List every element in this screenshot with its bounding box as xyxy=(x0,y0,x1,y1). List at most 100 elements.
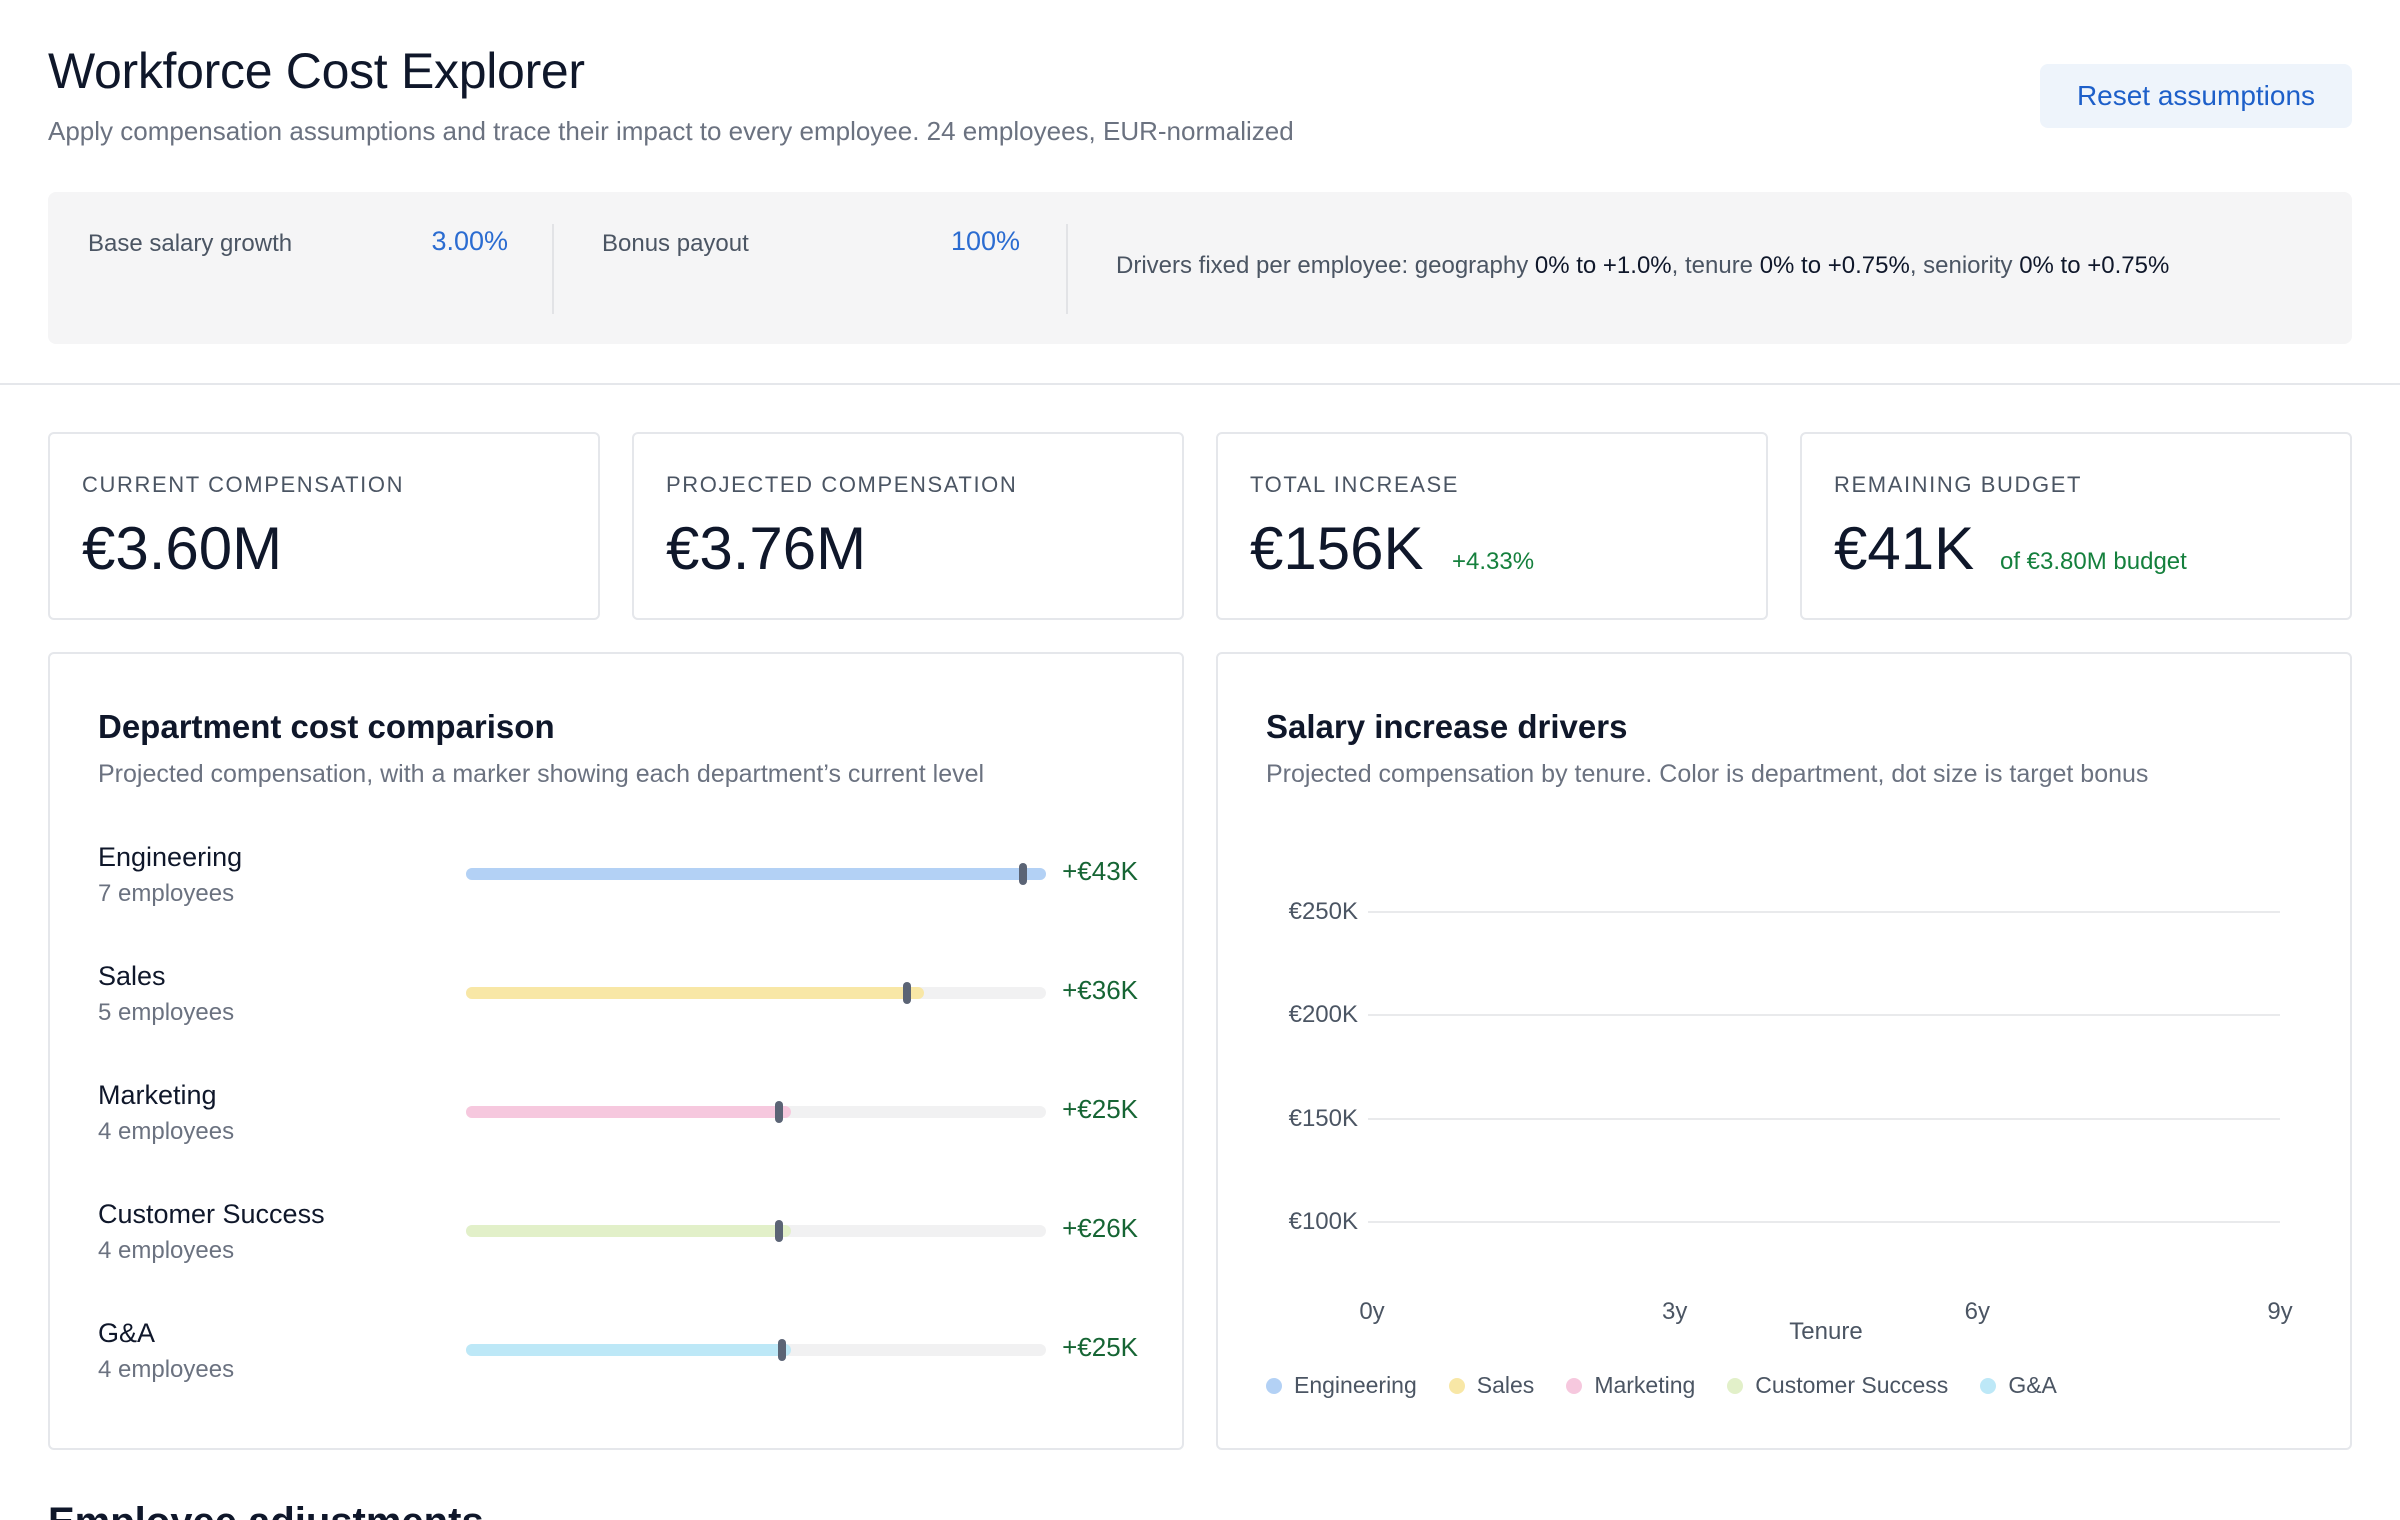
department-increase: +€25K xyxy=(1062,1094,1138,1124)
projected-compensation-bar xyxy=(466,868,1046,880)
department-row[interactable]: Marketing 4 employees +€25K xyxy=(98,1080,1138,1160)
legend-label: Sales xyxy=(1476,1372,1535,1398)
drivers-note: Drivers fixed per employee: geography 0%… xyxy=(1116,252,2169,280)
gridline xyxy=(1368,1014,2280,1017)
tenure-label: , tenure xyxy=(1671,252,1760,279)
department-cost-card: Department cost comparison Projected com… xyxy=(48,652,1184,1450)
x-tick-label: 9y xyxy=(2267,1298,2293,1325)
section-title-employee-adjustments: Employee adjustments xyxy=(48,1500,484,1520)
department-employee-count: 7 employees xyxy=(98,880,235,907)
page-header: Workforce Cost Explorer Apply compensati… xyxy=(0,0,2400,385)
current-level-marker xyxy=(775,1101,784,1123)
drivers-prefix: Drivers fixed per employee: geography xyxy=(1116,252,1535,279)
department-bar-track xyxy=(466,982,1046,1004)
kpi-current-compensation: CURRENT COMPENSATION €3.60M xyxy=(48,432,600,620)
department-name: Customer Success xyxy=(98,1199,325,1229)
department-name: Engineering xyxy=(98,842,243,872)
legend-dot-icon xyxy=(1448,1377,1465,1394)
department-bar-track xyxy=(466,1339,1046,1361)
legend-item[interactable]: G&A xyxy=(1980,1372,2057,1399)
legend-dot-icon xyxy=(1266,1377,1282,1394)
department-employee-count: 4 employees xyxy=(98,1237,235,1264)
department-employee-count: 5 employees xyxy=(98,999,235,1026)
kpi-value: €3.76M xyxy=(666,515,867,582)
legend-dot-icon xyxy=(1566,1377,1583,1394)
chart-legend: Engineering Sales Marketing Customer Succes… xyxy=(1266,1372,2089,1399)
x-axis-label: Tenure xyxy=(1789,1318,1863,1345)
gridline xyxy=(1368,1221,2280,1223)
assumptions-panel: Base salary growth 3.00% Bonus payout 10… xyxy=(48,192,2352,344)
legend-item[interactable]: Engineering xyxy=(1266,1372,1417,1399)
legend-item[interactable]: Customer Success xyxy=(1727,1372,1948,1399)
department-increase: +€26K xyxy=(1062,1213,1138,1243)
x-tick-label: 6y xyxy=(1964,1298,1990,1325)
kpi-value: €3.60M xyxy=(82,515,283,582)
kpi-delta: +4.33% xyxy=(1452,548,1535,575)
department-name: Marketing xyxy=(98,1080,217,1110)
y-tick-label: €100K xyxy=(1288,1208,1358,1235)
kpi-remaining-budget: REMAINING BUDGET €41K of €3.80M budget xyxy=(1800,432,2352,620)
legend-item[interactable]: Marketing xyxy=(1566,1372,1695,1399)
projected-compensation-bar xyxy=(466,1106,791,1118)
department-name: G&A xyxy=(98,1318,156,1348)
legend-label: G&A xyxy=(2008,1372,2057,1398)
department-employee-count: 4 employees xyxy=(98,1118,235,1145)
card-subtitle: Projected compensation, with a marker sh… xyxy=(98,760,985,788)
department-increase: +€43K xyxy=(1062,856,1138,886)
department-name: Sales xyxy=(98,961,166,991)
legend-label: Customer Success xyxy=(1755,1372,1949,1398)
kpi-label: REMAINING BUDGET xyxy=(1834,472,2083,497)
department-row[interactable]: Engineering 7 employees +€43K xyxy=(98,842,1138,922)
projected-compensation-bar xyxy=(466,1225,791,1237)
department-bar-track xyxy=(466,1101,1046,1123)
card-title: Salary increase drivers xyxy=(1266,708,1628,745)
x-tick-label: 0y xyxy=(1359,1298,1385,1325)
department-row[interactable]: Customer Success 4 employees +€26K xyxy=(98,1199,1138,1279)
kpi-value: €41K xyxy=(1834,515,1975,582)
current-level-marker xyxy=(902,982,911,1004)
bonus-payout-label: Bonus payout xyxy=(602,230,749,257)
kpi-label: CURRENT COMPENSATION xyxy=(82,472,405,497)
current-level-marker xyxy=(775,1220,784,1242)
current-level-marker xyxy=(1018,863,1027,885)
department-row[interactable]: G&A 4 employees +€25K xyxy=(98,1318,1138,1398)
gridline xyxy=(1368,1117,2280,1120)
projected-compensation-bar xyxy=(466,987,925,999)
geography-range: 0% to +1.0% xyxy=(1534,252,1672,279)
current-level-marker xyxy=(778,1339,787,1361)
seniority-label: , seniority xyxy=(1909,252,2020,279)
legend-label: Marketing xyxy=(1594,1372,1696,1398)
department-row[interactable]: Sales 5 employees +€36K xyxy=(98,961,1138,1041)
salary-growth-value[interactable]: 3.00% xyxy=(431,226,508,256)
x-tick-label: 3y xyxy=(1661,1298,1688,1325)
legend-label: Engineering xyxy=(1294,1372,1417,1398)
legend-item[interactable]: Sales xyxy=(1448,1372,1535,1399)
salary-growth-label: Base salary growth xyxy=(88,230,293,257)
bonus-payout-value[interactable]: 100% xyxy=(950,226,1020,256)
kpi-budget-note: of €3.80M budget xyxy=(2000,548,2187,575)
department-increase: +€25K xyxy=(1062,1332,1138,1362)
kpi-total-increase: TOTAL INCREASE €156K +4.33% xyxy=(1216,432,1768,620)
legend-dot-icon xyxy=(1980,1377,1997,1394)
y-tick-label: €250K xyxy=(1288,898,1358,925)
kpi-projected-compensation: PROJECTED COMPENSATION €3.76M xyxy=(632,432,1184,620)
card-subtitle: Projected compensation by tenure. Color … xyxy=(1266,760,2149,788)
y-tick-label: €200K xyxy=(1288,1001,1358,1029)
divider xyxy=(552,224,554,314)
projected-compensation-bar xyxy=(466,1344,791,1356)
department-increase: +€36K xyxy=(1062,975,1138,1005)
page-subtitle: Apply compensation assumptions and trace… xyxy=(48,116,1294,146)
y-tick-label: €150K xyxy=(1288,1104,1358,1132)
department-bar-track xyxy=(466,1220,1046,1242)
reset-assumptions-button[interactable]: Reset assumptions xyxy=(2040,64,2352,128)
kpi-label: PROJECTED COMPENSATION xyxy=(666,472,1018,497)
card-title: Department cost comparison xyxy=(98,708,555,745)
salary-drivers-card: Salary increase drivers Projected compen… xyxy=(1216,652,2352,1450)
kpi-value: €156K xyxy=(1250,515,1424,582)
tenure-range: 0% to +0.75% xyxy=(1759,252,1910,279)
gridline xyxy=(1368,911,2280,913)
page-title: Workforce Cost Explorer xyxy=(48,43,585,99)
kpi-label: TOTAL INCREASE xyxy=(1250,472,1460,497)
department-bar-track xyxy=(466,863,1046,885)
department-employee-count: 4 employees xyxy=(98,1356,235,1383)
